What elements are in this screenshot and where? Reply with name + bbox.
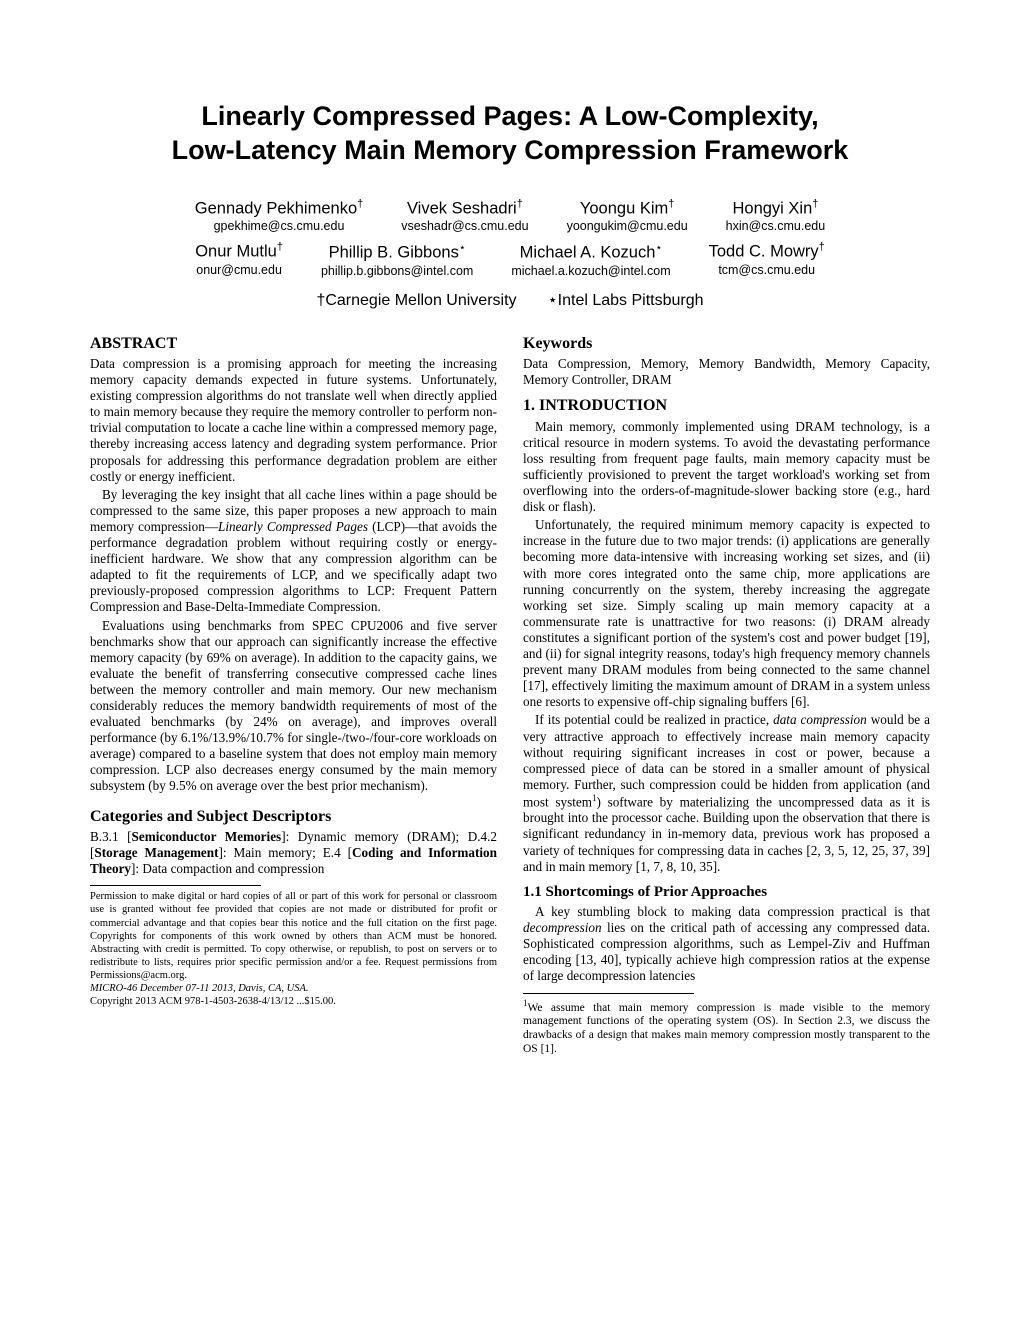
keywords-heading: Keywords (523, 334, 930, 354)
author-name: Phillip B. Gibbons (329, 244, 459, 262)
affil-mark: † (668, 198, 674, 210)
title-line: Low-Latency Main Memory Compression Fram… (172, 135, 849, 165)
affil-mark: † (517, 198, 523, 210)
author: Onur Mutlu† onur@cmu.edu (195, 241, 283, 278)
affiliation-intel: ⋆Intel Labs Pittsburgh (548, 292, 704, 309)
author-name: Hongyi Xin (732, 199, 812, 217)
footnote-rule (523, 993, 694, 994)
footnote-text: We assume that main memory compression i… (523, 1001, 930, 1054)
author-name: Michael A. Kozuch (520, 244, 656, 262)
abstract-para: Evaluations using benchmarks from SPEC C… (90, 618, 497, 795)
affil-mark: ⋆ (459, 242, 466, 254)
title-line: Linearly Compressed Pages: A Low-Complex… (201, 101, 818, 131)
affil-mark: † (819, 241, 825, 253)
author-name: Yoongu Kim (580, 199, 668, 217)
left-column: ABSTRACT Data compression is a promising… (90, 328, 497, 1057)
intro-heading: 1. INTRODUCTION (523, 396, 930, 416)
authors-row-1: Gennady Pekhimenko† gpekhime@cs.cmu.edu … (90, 198, 930, 234)
affil-mark: † (812, 198, 818, 210)
author-email: michael.a.kozuch@intel.com (511, 264, 670, 278)
intro-para: If its potential could be realized in pr… (523, 712, 930, 874)
author: Todd C. Mowry† tcm@cs.cmu.edu (709, 241, 825, 278)
author-email: phillip.b.gibbons@intel.com (321, 264, 473, 278)
author-name: Gennady Pekhimenko (195, 199, 357, 217)
author-email: onur@cmu.edu (195, 263, 283, 277)
author-email: gpekhime@cs.cmu.edu (195, 219, 363, 233)
author-name: Todd C. Mowry (709, 243, 819, 261)
intro-para: Main memory, commonly implemented using … (523, 419, 930, 516)
author: Phillip B. Gibbons⋆ phillip.b.gibbons@in… (321, 241, 473, 278)
copyright-text: Copyright 2013 ACM 978-1-4503-2638-4/13/… (90, 995, 497, 1008)
author: Michael A. Kozuch⋆ michael.a.kozuch@inte… (511, 241, 670, 278)
paper-title: Linearly Compressed Pages: A Low-Complex… (90, 100, 930, 168)
author-email: tcm@cs.cmu.edu (709, 263, 825, 277)
author: Gennady Pekhimenko† gpekhime@cs.cmu.edu (195, 198, 363, 234)
abstract-heading: ABSTRACT (90, 334, 497, 354)
shortcomings-para: A key stumbling block to making data com… (523, 904, 930, 984)
author-name: Vivek Seshadri (407, 199, 517, 217)
body-columns: ABSTRACT Data compression is a promising… (90, 328, 930, 1057)
authors-row-2: Onur Mutlu† onur@cmu.edu Phillip B. Gibb… (90, 241, 930, 278)
author: Hongyi Xin† hxin@cs.cmu.edu (726, 198, 826, 234)
affiliations: †Carnegie Mellon University ⋆Intel Labs … (90, 290, 930, 310)
abstract-para: By leveraging the key insight that all c… (90, 487, 497, 616)
affil-mark: † (277, 241, 283, 253)
venue-text: MICRO-46 December 07-11 2013, Davis, CA,… (90, 982, 497, 995)
author: Vivek Seshadri† vseshadr@cs.cmu.edu (401, 198, 528, 234)
author-email: hxin@cs.cmu.edu (726, 219, 826, 233)
keywords-para: Data Compression, Memory, Memory Bandwid… (523, 356, 930, 388)
right-column: Keywords Data Compression, Memory, Memor… (523, 328, 930, 1057)
permission-text: Permission to make digital or hard copie… (90, 890, 497, 982)
affil-mark: † (357, 198, 363, 210)
affil-mark: ⋆ (655, 242, 662, 254)
author-name: Onur Mutlu (195, 243, 277, 261)
author-email: vseshadr@cs.cmu.edu (401, 219, 528, 233)
footnote: 1We assume that main memory compression … (523, 998, 930, 1057)
author: Yoongu Kim† yoongukim@cmu.edu (567, 198, 688, 234)
separator-rule (90, 885, 261, 886)
shortcomings-heading: 1.1 Shortcomings of Prior Approaches (523, 883, 930, 901)
intro-para: Unfortunately, the required minimum memo… (523, 517, 930, 710)
abstract-para: Data compression is a promising approach… (90, 356, 497, 485)
categories-para: B.3.1 [Semiconductor Memories]: Dynamic … (90, 829, 497, 877)
affiliation-cmu: †Carnegie Mellon University (316, 292, 516, 309)
author-email: yoongukim@cmu.edu (567, 219, 688, 233)
categories-heading: Categories and Subject Descriptors (90, 807, 497, 827)
